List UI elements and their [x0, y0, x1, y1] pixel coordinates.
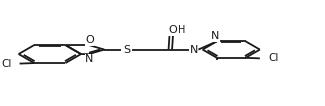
Text: H: H	[178, 25, 186, 35]
Text: N: N	[189, 45, 198, 55]
Text: Cl: Cl	[268, 53, 279, 63]
Text: O: O	[169, 25, 177, 35]
Text: N: N	[85, 54, 94, 64]
Text: O: O	[85, 35, 94, 45]
Text: N: N	[211, 31, 219, 41]
Text: Cl: Cl	[1, 59, 11, 69]
Text: S: S	[123, 45, 130, 55]
